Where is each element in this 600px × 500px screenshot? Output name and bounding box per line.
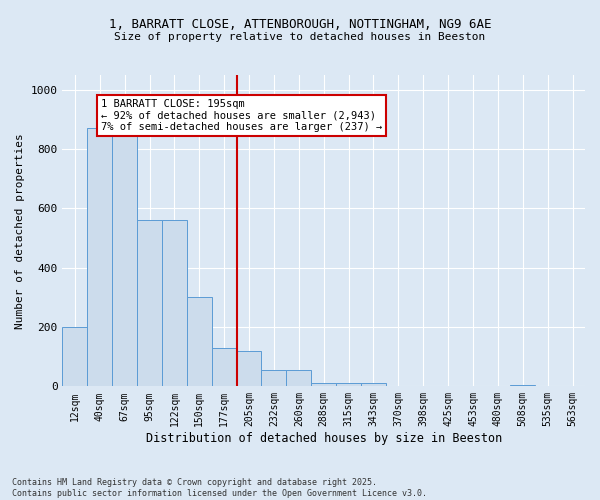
Bar (137, 220, 162, 386)
X-axis label: Distribution of detached houses by size in Beeston: Distribution of detached houses by size … (146, 432, 502, 445)
Bar (62, 327, 88, 386)
Bar (511, 385, 535, 386)
Bar (88, 128, 112, 386)
Bar (212, 348, 236, 387)
Bar (162, 220, 187, 386)
Text: 1, BARRATT CLOSE, ATTENBOROUGH, NOTTINGHAM, NG9 6AE: 1, BARRATT CLOSE, ATTENBOROUGH, NOTTINGH… (109, 18, 491, 30)
Bar (187, 298, 212, 386)
Bar (112, 120, 137, 386)
Y-axis label: Number of detached properties: Number of detached properties (15, 133, 25, 328)
Bar (236, 351, 262, 386)
Bar (262, 370, 286, 386)
Text: Contains HM Land Registry data © Crown copyright and database right 2025.
Contai: Contains HM Land Registry data © Crown c… (12, 478, 427, 498)
Bar (361, 384, 386, 386)
Text: Size of property relative to detached houses in Beeston: Size of property relative to detached ho… (115, 32, 485, 42)
Bar (311, 384, 336, 386)
Bar (336, 384, 361, 386)
Text: 1 BARRATT CLOSE: 195sqm
← 92% of detached houses are smaller (2,943)
7% of semi-: 1 BARRATT CLOSE: 195sqm ← 92% of detache… (101, 98, 382, 132)
Bar (286, 370, 311, 386)
